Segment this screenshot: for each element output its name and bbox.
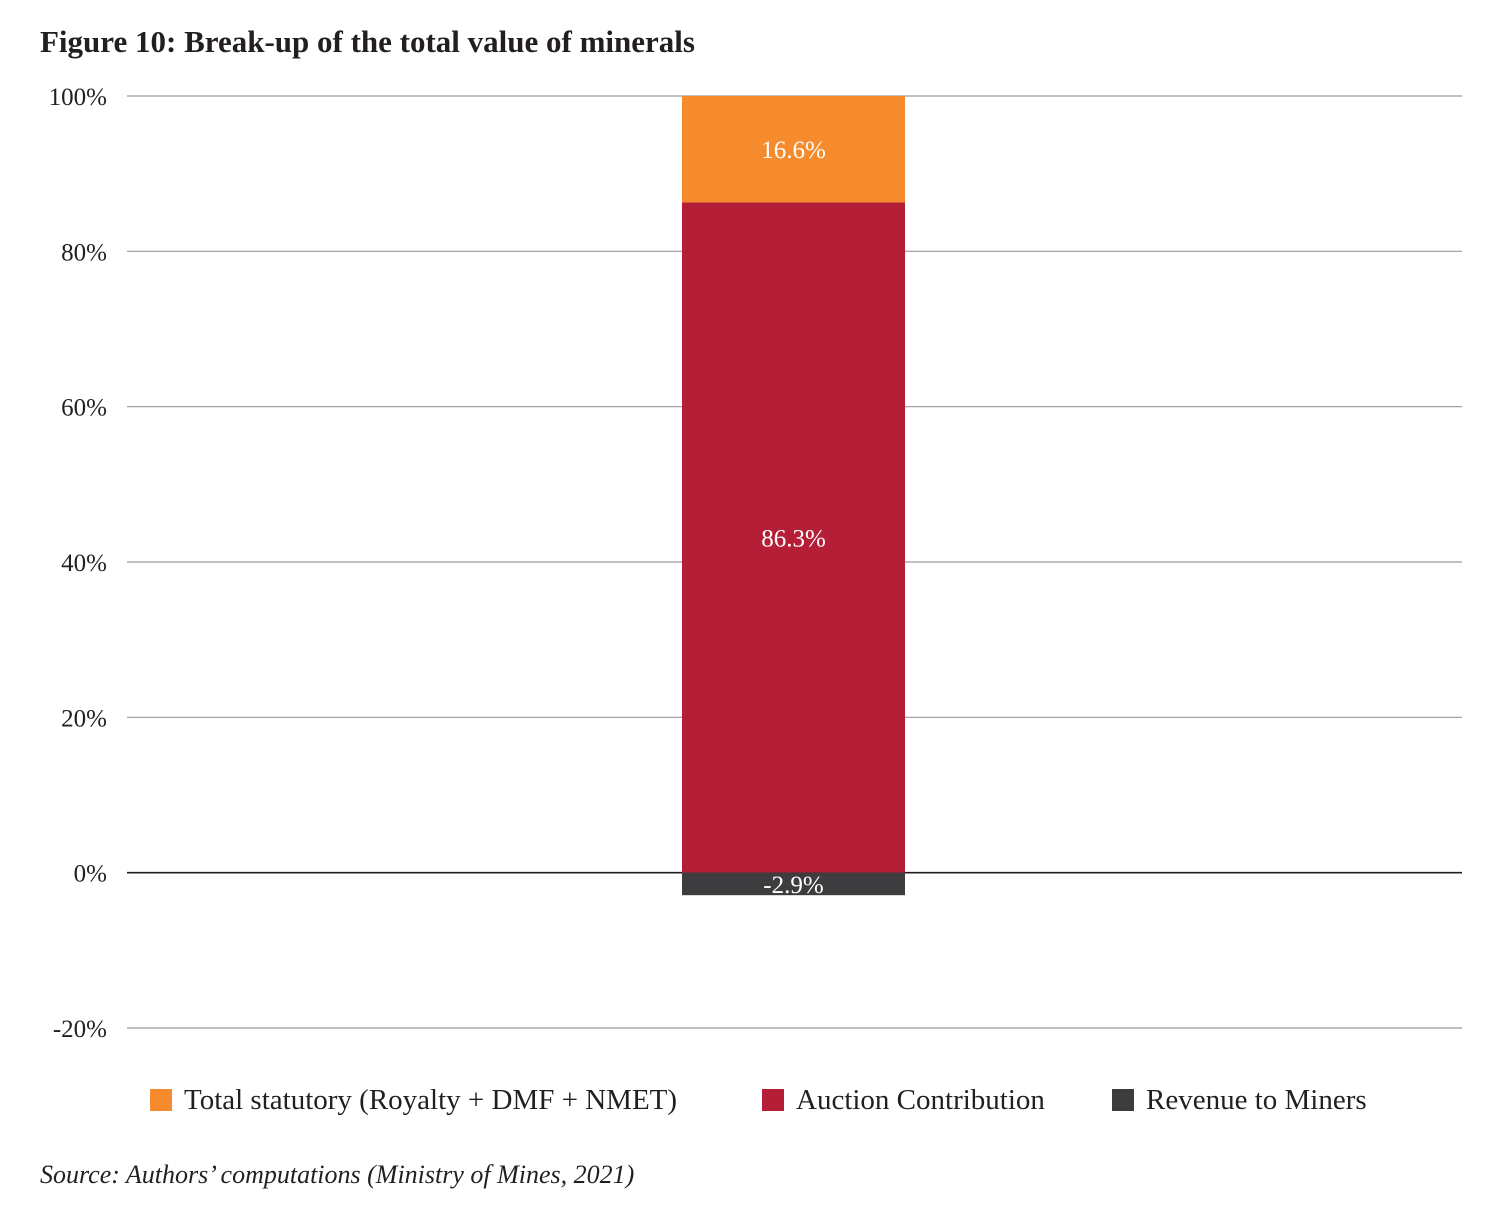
bar-segment-auction-contribution: [682, 202, 905, 873]
legend-label-revenue-to-miners: Revenue to Miners: [1146, 1083, 1367, 1116]
source-note: Source: Authors’ computations (Ministry …: [40, 1160, 635, 1189]
legend-swatch-auction-contribution: [762, 1089, 784, 1111]
legend-item-total-statutory: Total statutory (Royalty + DMF + NMET): [150, 1080, 677, 1120]
y-tick-label: 20%: [61, 705, 107, 732]
legend-label-total-statutory: Total statutory (Royalty + DMF + NMET): [184, 1083, 678, 1116]
legend-swatch-revenue-to-miners: [1112, 1089, 1134, 1111]
y-tick-label: -20%: [53, 1016, 107, 1043]
legend-item-auction-contribution: Auction Contribution: [762, 1080, 1045, 1120]
y-tick-label: 80%: [61, 239, 107, 266]
y-tick-label: 0%: [74, 861, 107, 888]
y-tick-label: 60%: [61, 395, 107, 422]
legend-label-auction-contribution: Auction Contribution: [796, 1083, 1045, 1116]
bar-segment-total-statutory-royalty-dmf-nmet: [682, 96, 905, 203]
chart-legend: Total statutory (Royalty + DMF + NMET) A…: [0, 1080, 1500, 1120]
chart-title: Figure 10: Break-up of the total value o…: [40, 24, 695, 59]
bar-segment-revenue-to-miners: [682, 872, 905, 896]
bar-data-label-revenue-to-miners: -2.9%: [763, 872, 823, 899]
y-tick-label: 100%: [49, 84, 107, 111]
y-tick-label: 40%: [61, 550, 107, 577]
legend-swatch-total-statutory: [150, 1089, 172, 1111]
legend-item-revenue-to-miners: Revenue to Miners: [1112, 1080, 1367, 1120]
bar-data-label-total-statutory-royalty-dmf-nmet: 16.6%: [761, 137, 826, 164]
bar-data-label-auction-contribution: 86.3%: [761, 526, 826, 553]
